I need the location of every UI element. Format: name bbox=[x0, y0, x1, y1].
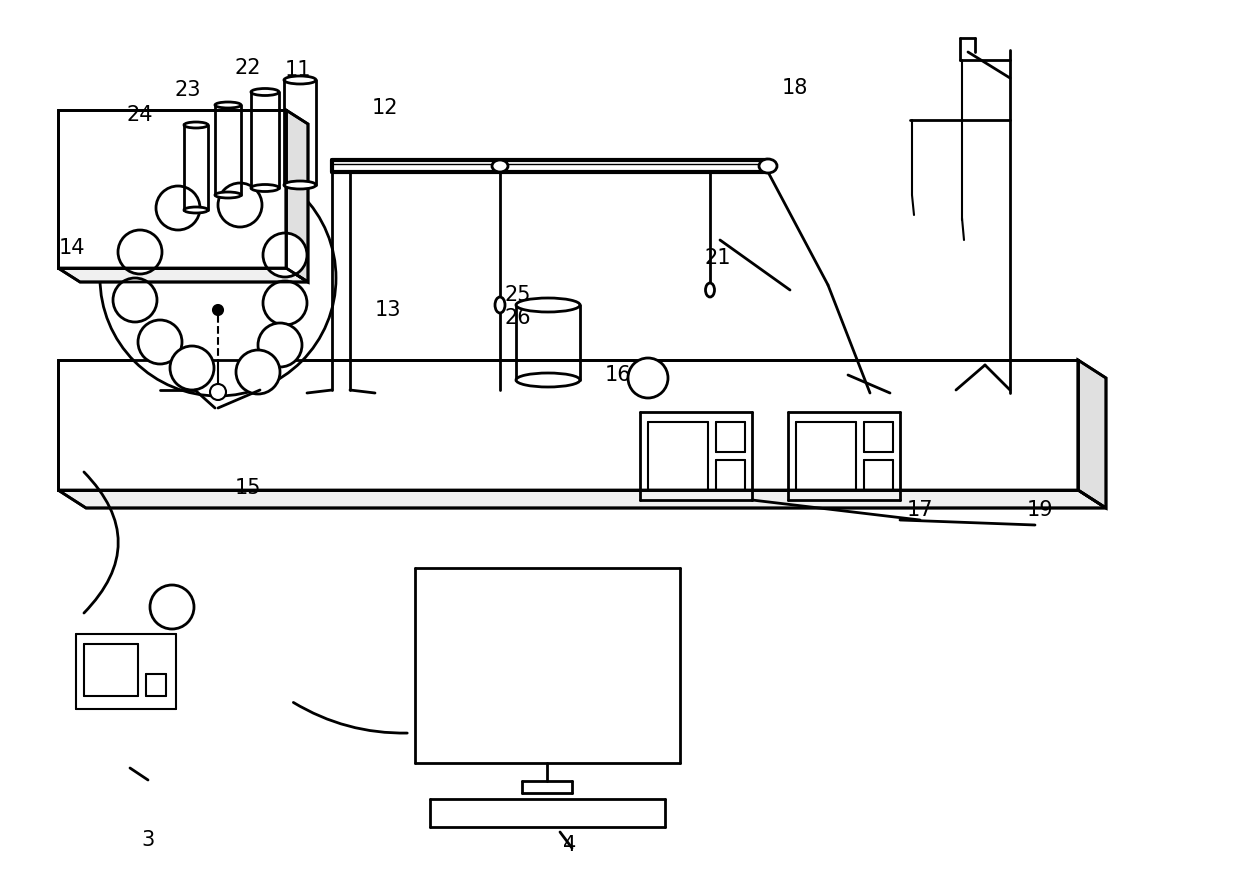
Text: 15: 15 bbox=[234, 478, 262, 498]
Text: 11: 11 bbox=[285, 60, 311, 80]
Text: 26: 26 bbox=[505, 308, 531, 328]
Ellipse shape bbox=[184, 207, 208, 213]
Circle shape bbox=[258, 323, 303, 367]
Ellipse shape bbox=[495, 297, 505, 313]
Ellipse shape bbox=[215, 102, 241, 108]
Circle shape bbox=[263, 233, 308, 277]
Text: 14: 14 bbox=[58, 238, 86, 258]
Text: 22: 22 bbox=[234, 58, 262, 78]
Polygon shape bbox=[58, 490, 1106, 508]
Circle shape bbox=[213, 305, 223, 315]
Text: 21: 21 bbox=[704, 248, 732, 268]
Ellipse shape bbox=[250, 89, 279, 96]
Polygon shape bbox=[58, 360, 1078, 490]
Text: 18: 18 bbox=[781, 78, 808, 98]
Text: 23: 23 bbox=[175, 80, 201, 100]
Text: 4: 4 bbox=[563, 835, 577, 855]
FancyArrowPatch shape bbox=[294, 702, 407, 733]
Circle shape bbox=[627, 358, 668, 398]
Text: 16: 16 bbox=[605, 365, 631, 385]
Circle shape bbox=[236, 350, 280, 394]
Circle shape bbox=[156, 186, 200, 230]
Text: 13: 13 bbox=[374, 300, 402, 320]
Ellipse shape bbox=[215, 192, 241, 198]
Ellipse shape bbox=[284, 181, 316, 189]
Text: 24: 24 bbox=[126, 105, 154, 125]
Ellipse shape bbox=[759, 159, 777, 173]
Circle shape bbox=[118, 230, 162, 274]
Ellipse shape bbox=[492, 160, 508, 172]
Circle shape bbox=[218, 183, 262, 227]
Polygon shape bbox=[286, 110, 308, 282]
Polygon shape bbox=[58, 268, 308, 282]
Ellipse shape bbox=[516, 373, 580, 387]
Ellipse shape bbox=[250, 185, 279, 192]
Ellipse shape bbox=[516, 298, 580, 312]
Text: 25: 25 bbox=[505, 285, 531, 305]
Ellipse shape bbox=[184, 122, 208, 128]
Circle shape bbox=[100, 160, 336, 396]
Ellipse shape bbox=[706, 283, 714, 297]
Circle shape bbox=[170, 346, 215, 390]
Ellipse shape bbox=[284, 76, 316, 84]
Circle shape bbox=[113, 278, 157, 322]
Circle shape bbox=[138, 320, 182, 364]
Text: 12: 12 bbox=[372, 98, 398, 118]
Text: 19: 19 bbox=[1027, 500, 1053, 520]
Circle shape bbox=[150, 585, 193, 629]
FancyArrowPatch shape bbox=[84, 472, 118, 613]
Text: 17: 17 bbox=[906, 500, 934, 520]
Circle shape bbox=[210, 384, 226, 400]
Polygon shape bbox=[1078, 360, 1106, 508]
Polygon shape bbox=[58, 110, 286, 268]
Text: 3: 3 bbox=[141, 830, 155, 850]
Circle shape bbox=[263, 281, 308, 325]
